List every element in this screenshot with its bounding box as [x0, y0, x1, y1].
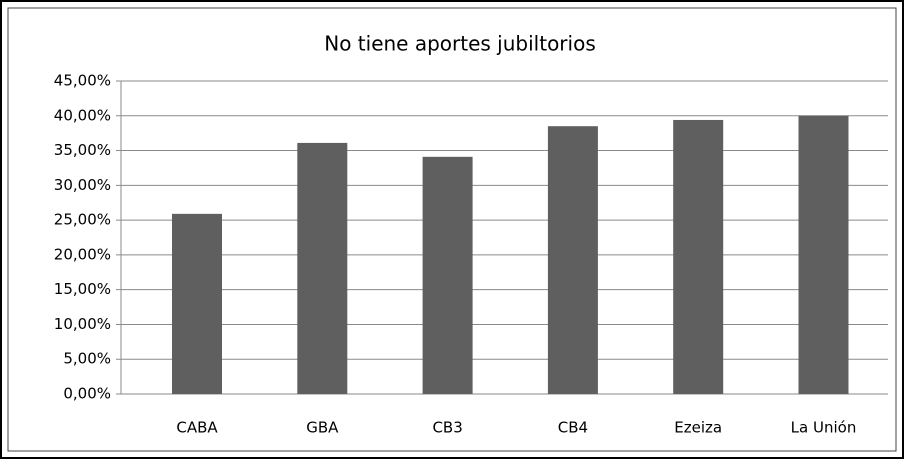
- y-tick-label: 10,00%: [54, 315, 111, 333]
- bar: [798, 115, 849, 395]
- y-tick-label: 40,00%: [54, 106, 111, 124]
- y-tick-label: 25,00%: [54, 211, 111, 229]
- y-tick-label: 20,00%: [54, 245, 111, 263]
- bar: [422, 156, 473, 394]
- y-tick-label: 5,00%: [63, 350, 111, 368]
- y-tick-label: 35,00%: [54, 141, 111, 159]
- x-tick-label: La Unión: [791, 419, 857, 437]
- x-tick-label: CB4: [558, 419, 588, 437]
- y-tick-label: 30,00%: [54, 176, 111, 194]
- bar: [673, 119, 724, 394]
- chart-frame: [7, 7, 897, 452]
- x-tick-label: Ezeiza: [674, 419, 722, 437]
- y-tick-label: 0,00%: [63, 385, 111, 403]
- y-tick-label: 15,00%: [54, 280, 111, 298]
- x-tick-label: CABA: [176, 419, 218, 437]
- y-tick-label: 45,00%: [54, 72, 111, 90]
- x-tick-label: CB3: [432, 419, 462, 437]
- bar: [172, 213, 222, 394]
- chart-title: No tiene aportes jubiltorios: [324, 32, 595, 56]
- bar: [297, 142, 348, 394]
- x-tick-label: GBA: [306, 419, 339, 437]
- bar: [547, 126, 598, 394]
